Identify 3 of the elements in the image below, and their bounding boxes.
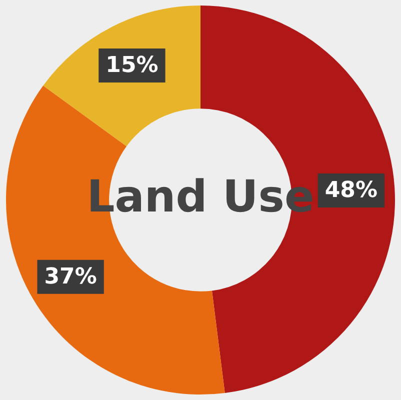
data-label: 48% [324,178,378,204]
data-label: 15% [106,53,158,78]
data-label: 37% [44,264,97,290]
